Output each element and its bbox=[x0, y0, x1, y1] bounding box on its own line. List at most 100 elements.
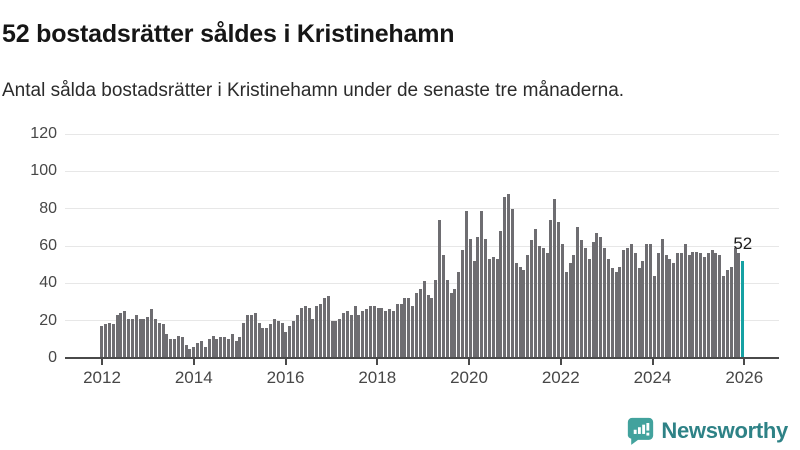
bar bbox=[476, 236, 480, 358]
bar bbox=[595, 232, 599, 358]
bar bbox=[249, 315, 253, 358]
bar bbox=[200, 341, 203, 358]
y-axis-tick-label: 80 bbox=[39, 199, 57, 217]
bar bbox=[146, 316, 150, 358]
bar bbox=[192, 346, 196, 358]
bar-chart-speech-bubble-icon bbox=[627, 417, 654, 445]
bar bbox=[211, 335, 215, 358]
bar bbox=[230, 333, 234, 358]
bar bbox=[606, 259, 610, 358]
newsworthy-logo[interactable]: Newsworthy bbox=[627, 416, 788, 446]
bar bbox=[557, 221, 561, 358]
bar bbox=[699, 253, 703, 358]
bar bbox=[664, 255, 668, 358]
bar bbox=[299, 307, 303, 358]
bar bbox=[238, 337, 242, 358]
bar bbox=[242, 322, 246, 358]
bar bbox=[576, 227, 580, 358]
bar bbox=[603, 247, 607, 358]
x-axis-tick bbox=[101, 359, 103, 365]
bar bbox=[303, 305, 307, 358]
bar bbox=[468, 238, 472, 358]
bar bbox=[226, 339, 230, 358]
bar bbox=[695, 251, 699, 358]
bar bbox=[203, 346, 207, 358]
chart-subtitle: Antal sålda bostadsrätter i Kristinehamn… bbox=[2, 80, 625, 101]
x-axis-tick-label: 2022 bbox=[541, 368, 580, 387]
bar bbox=[725, 270, 729, 358]
x-axis-tick-label: 2020 bbox=[450, 368, 488, 387]
newsworthy-logo-text: Newsworthy bbox=[661, 418, 788, 443]
bar bbox=[526, 255, 530, 358]
bar bbox=[503, 197, 507, 358]
bar bbox=[530, 240, 534, 358]
bar bbox=[491, 257, 495, 358]
gridline bbox=[65, 320, 779, 322]
bar bbox=[722, 275, 726, 358]
bar bbox=[537, 246, 541, 358]
bar bbox=[353, 305, 357, 358]
bar bbox=[510, 208, 514, 358]
bar bbox=[150, 309, 154, 358]
bar bbox=[376, 307, 380, 358]
bar bbox=[679, 253, 683, 358]
bar bbox=[295, 315, 299, 358]
gridline bbox=[65, 170, 779, 172]
bar bbox=[104, 324, 108, 358]
bar bbox=[107, 322, 111, 358]
gridline bbox=[65, 208, 779, 210]
bar bbox=[426, 294, 430, 358]
bar bbox=[127, 318, 131, 358]
bar bbox=[349, 315, 353, 358]
bar bbox=[649, 244, 653, 358]
bar bbox=[176, 335, 180, 358]
bar bbox=[180, 337, 184, 358]
bar bbox=[322, 298, 326, 358]
bar bbox=[399, 303, 403, 358]
bar bbox=[484, 238, 488, 358]
bar bbox=[434, 279, 438, 358]
bar bbox=[580, 240, 584, 358]
bar bbox=[315, 305, 319, 358]
y-axis-tick-label: 40 bbox=[39, 274, 57, 292]
bar bbox=[422, 281, 426, 358]
bar-value-label: 52 bbox=[733, 233, 753, 253]
bar bbox=[568, 262, 572, 358]
y-axis-tick-label: 120 bbox=[30, 125, 57, 142]
bar bbox=[668, 259, 672, 358]
bar bbox=[614, 272, 618, 358]
bar bbox=[599, 236, 603, 358]
bar bbox=[645, 244, 649, 358]
bar bbox=[269, 324, 273, 358]
bar bbox=[629, 244, 633, 358]
bar bbox=[411, 305, 415, 358]
bar bbox=[100, 326, 104, 358]
bar bbox=[119, 313, 123, 358]
bar bbox=[499, 231, 503, 358]
bar bbox=[342, 313, 346, 358]
x-axis-tick bbox=[468, 359, 470, 365]
bar bbox=[733, 247, 737, 358]
bar bbox=[445, 279, 449, 358]
bar bbox=[637, 268, 641, 358]
bar bbox=[157, 322, 161, 358]
x-axis-tick bbox=[559, 359, 562, 365]
bar bbox=[292, 320, 296, 358]
bar bbox=[633, 253, 637, 358]
chart-area: 0 20 40 60 80 100 120 2012 2014 2016 2018 2020 2022 2… bbox=[30, 125, 779, 387]
bar bbox=[407, 298, 411, 358]
bar bbox=[706, 253, 710, 358]
bar bbox=[441, 255, 445, 358]
bar bbox=[326, 296, 330, 358]
y-axis-tick-label: 20 bbox=[39, 311, 57, 329]
bar bbox=[280, 322, 284, 358]
bar bbox=[472, 260, 476, 358]
bar bbox=[165, 333, 169, 358]
bar bbox=[219, 337, 223, 358]
bar bbox=[714, 253, 718, 358]
bar bbox=[653, 275, 656, 358]
bar bbox=[480, 210, 484, 358]
bar bbox=[265, 328, 269, 358]
bar bbox=[365, 309, 369, 358]
bar bbox=[656, 253, 660, 358]
